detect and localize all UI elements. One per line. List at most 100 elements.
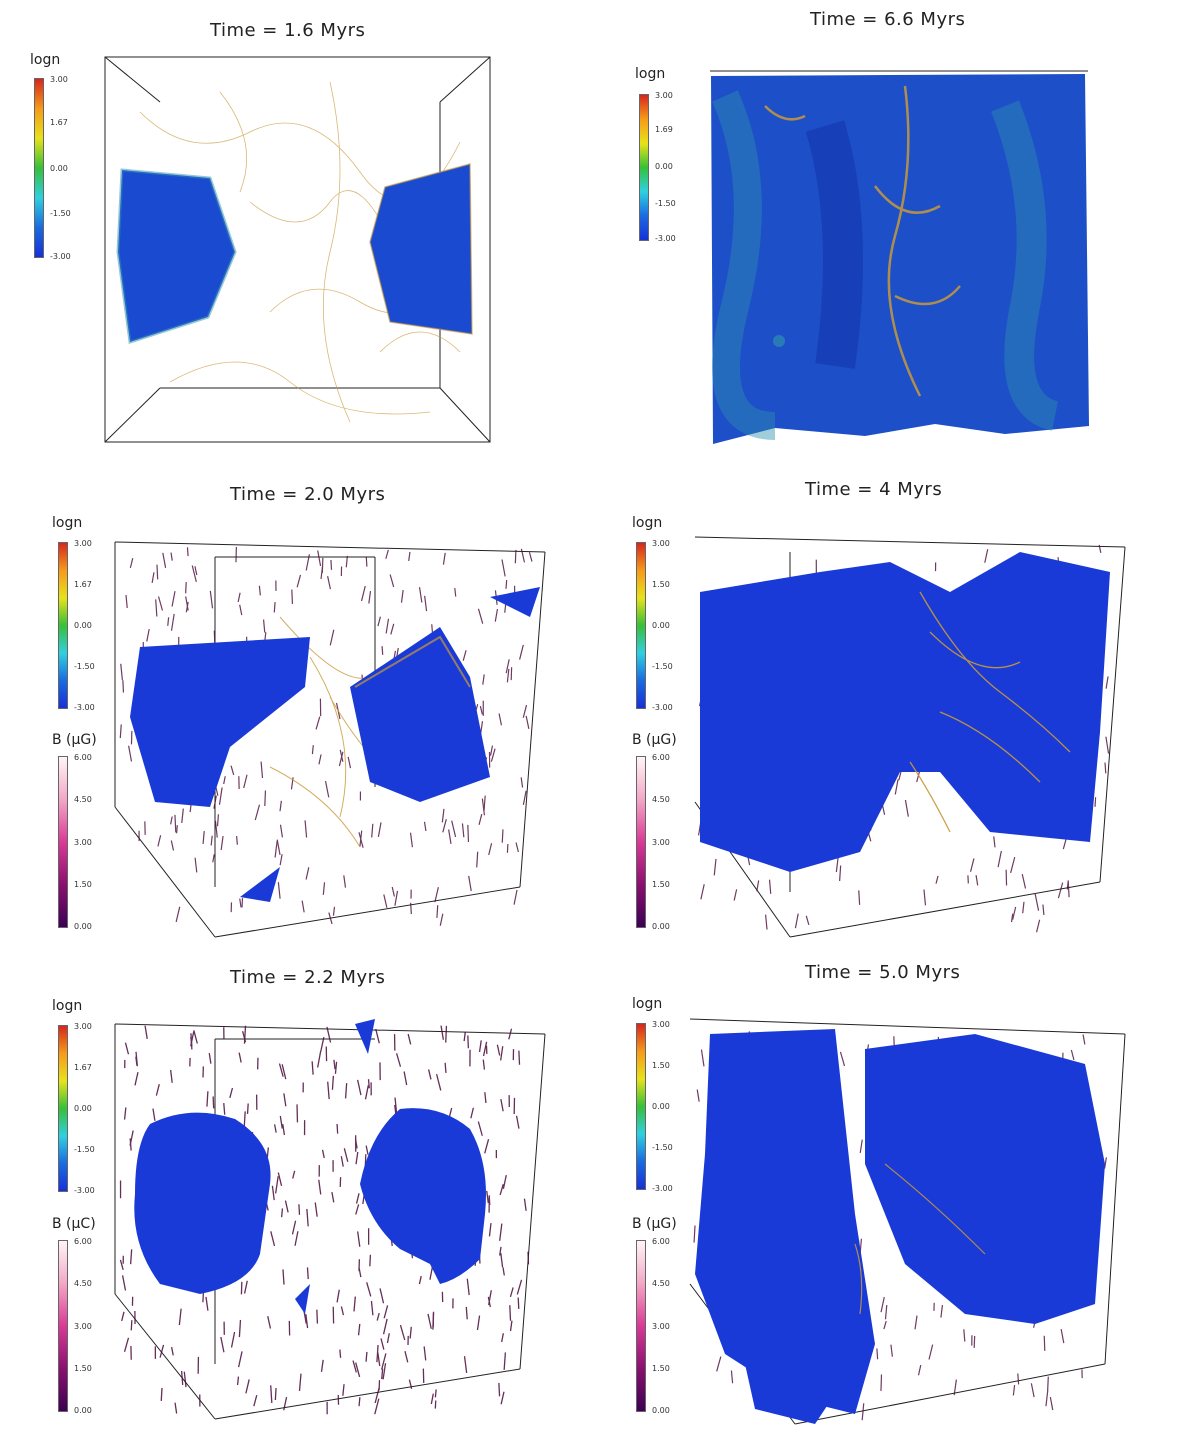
field-vector — [365, 557, 368, 567]
field-vector — [230, 1331, 236, 1348]
field-vector — [894, 779, 899, 795]
field-vector — [467, 824, 470, 843]
field-vector — [170, 840, 175, 851]
field-vector — [340, 1306, 345, 1316]
field-vector — [1010, 913, 1014, 923]
field-vector — [332, 906, 336, 916]
field-vector — [377, 1352, 381, 1367]
field-vector — [1049, 1396, 1054, 1411]
field-vector — [327, 575, 331, 590]
field-vector — [509, 1305, 512, 1321]
panel-3: Time = 2.0 Myrs logn 3.00 1.67 0.00 -1.5… — [0, 477, 600, 954]
field-vector — [434, 1389, 437, 1398]
field-vector — [355, 1204, 360, 1215]
volume-render-image — [705, 66, 1095, 456]
field-vector — [394, 890, 399, 906]
field-vector — [407, 1033, 412, 1045]
colorbar-tick: 0.00 — [655, 162, 673, 171]
field-vector — [1012, 906, 1017, 920]
panel-2: Time = 6.6 Myrs logn 3.00 1.69 0.00 -1.5… — [600, 0, 1200, 477]
field-vector — [306, 1208, 309, 1227]
field-vector — [170, 1346, 174, 1356]
field-vector — [253, 1394, 258, 1407]
field-vector — [162, 552, 167, 569]
field-vector — [360, 585, 366, 602]
field-vector — [329, 629, 335, 646]
field-vector — [122, 680, 125, 693]
field-vector — [134, 1072, 139, 1086]
field-vector — [370, 1300, 374, 1316]
field-vector — [880, 1296, 885, 1313]
volume-render-image — [100, 52, 495, 447]
field-vector — [409, 832, 414, 848]
field-vector — [156, 564, 159, 580]
field-vector — [525, 715, 530, 730]
field-vector — [167, 617, 170, 626]
colorbar-tick: -1.50 — [50, 209, 71, 218]
field-vector — [206, 1091, 209, 1107]
field-vector — [129, 558, 134, 569]
field-vector — [339, 1349, 342, 1358]
field-vector — [503, 1352, 507, 1370]
field-vector — [386, 1333, 390, 1344]
field-vector — [342, 1384, 345, 1396]
colorbar-tick: 0.00 — [74, 1104, 92, 1113]
field-vector — [500, 1391, 505, 1405]
field-vector — [917, 1364, 922, 1376]
bfield-colorbar-gradient — [636, 1240, 646, 1412]
field-vector — [522, 704, 528, 718]
field-vector — [208, 1053, 212, 1064]
bfield-colorbar-label: B (μG) — [632, 732, 677, 748]
field-vector — [209, 590, 214, 609]
colorbar-tick: 1.50 — [652, 580, 670, 589]
field-vector — [382, 1363, 387, 1380]
field-vector — [501, 829, 504, 843]
field-vector — [486, 1190, 489, 1204]
field-vector — [423, 1346, 427, 1361]
field-vector — [940, 1304, 944, 1318]
field-vector — [429, 1266, 434, 1280]
density-colorbar-label: logn — [632, 515, 663, 531]
field-vector — [121, 1311, 125, 1322]
panel-5: Time = 2.2 Myrs logn 3.00 1.67 0.00 -1.5… — [0, 954, 600, 1431]
field-vector — [239, 604, 243, 616]
field-vector — [463, 1356, 468, 1373]
field-vector — [352, 1360, 357, 1373]
field-vector — [374, 1398, 380, 1415]
field-vector — [364, 1085, 369, 1100]
field-vector — [418, 587, 423, 603]
field-vector — [1047, 1376, 1049, 1391]
field-vector — [174, 1402, 178, 1414]
field-vector — [444, 1062, 447, 1074]
field-vector — [858, 890, 861, 905]
field-vector — [366, 1282, 372, 1297]
field-vector — [365, 1145, 369, 1155]
field-vector — [119, 1259, 124, 1270]
field-vector — [159, 1344, 165, 1358]
colorbar-tick: 1.67 — [74, 1063, 92, 1072]
field-vector — [223, 1102, 226, 1115]
colorbar-tick: 1.50 — [652, 1364, 670, 1373]
colorbar-tick: 4.50 — [652, 795, 670, 804]
field-vector — [160, 1387, 163, 1402]
field-vector — [409, 1326, 412, 1339]
field-vector — [500, 1098, 504, 1112]
field-vector — [283, 1396, 288, 1411]
field-vector — [374, 1387, 380, 1404]
field-vector — [439, 913, 444, 926]
density-colorbar-label: logn — [52, 515, 83, 531]
field-vector — [383, 1305, 389, 1319]
field-vector — [236, 836, 238, 845]
field-vector — [169, 1069, 173, 1083]
field-vector — [301, 900, 305, 913]
field-vector — [496, 1044, 501, 1056]
field-vector — [514, 549, 517, 564]
field-vector — [324, 780, 330, 798]
field-vector — [499, 1246, 502, 1256]
density-colorbar-gradient — [639, 94, 649, 241]
field-vector — [468, 875, 472, 892]
field-vector — [693, 1225, 696, 1243]
field-vector — [382, 1318, 388, 1335]
field-vector — [835, 856, 839, 873]
field-vector — [367, 1079, 370, 1089]
